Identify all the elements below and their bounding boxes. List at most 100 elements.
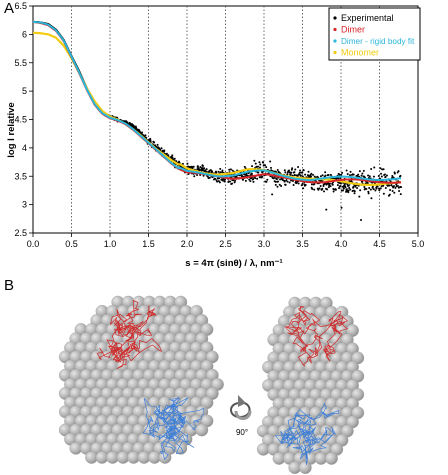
experimental-point	[278, 183, 281, 186]
experimental-point	[359, 189, 362, 192]
experimental-point	[382, 168, 385, 171]
experimental-point	[347, 191, 350, 194]
x-tick-label: 0.5	[65, 239, 78, 249]
experimental-point	[326, 188, 329, 191]
experimental-point	[363, 185, 366, 188]
experimental-point	[391, 175, 394, 178]
experimental-point	[339, 182, 342, 185]
experimental-point	[173, 157, 176, 160]
experimental-point	[141, 131, 144, 134]
experimental-point	[274, 183, 277, 186]
chain-a-trace	[96, 300, 162, 369]
experimental-point	[349, 170, 352, 173]
experimental-point	[370, 167, 373, 170]
side-view	[256, 296, 365, 474]
experimental-point	[219, 171, 222, 174]
experimental-point	[192, 165, 195, 168]
experimental-point	[311, 188, 314, 191]
experimental-point	[257, 165, 260, 168]
bead-sphere	[325, 452, 338, 465]
experimental-point	[327, 182, 330, 185]
experimental-point	[285, 179, 288, 182]
experimental-point	[297, 182, 300, 185]
x-tick-label: 3.5	[296, 239, 309, 249]
experimental-point	[372, 188, 375, 191]
experimental-point	[348, 186, 351, 189]
experimental-point	[348, 180, 351, 183]
experimental-point	[327, 186, 330, 189]
experimental-point	[165, 152, 168, 155]
experimental-point	[211, 170, 214, 173]
x-tick-label: 4.5	[373, 239, 386, 249]
experimental-point	[370, 197, 373, 200]
x-tick-label: 2.5	[219, 239, 232, 249]
experimental-point	[289, 173, 292, 176]
experimental-point	[264, 164, 267, 167]
experimental-point	[219, 167, 222, 170]
experimental-point	[265, 180, 268, 183]
experimental-point	[301, 175, 304, 178]
experimental-point	[272, 177, 275, 180]
experimental-point	[340, 206, 343, 209]
experimental-point	[347, 184, 350, 187]
experimental-point	[332, 190, 335, 193]
experimental-point	[313, 188, 316, 191]
experimental-point	[256, 177, 259, 180]
experimental-point	[279, 178, 282, 181]
experimental-point	[317, 188, 320, 191]
experimental-point	[310, 183, 313, 186]
experimental-point	[390, 184, 393, 187]
legend-entry: Dimer - rigid body fit	[341, 37, 415, 46]
experimental-point	[133, 125, 136, 128]
experimental-point	[385, 174, 388, 177]
experimental-point	[218, 181, 221, 184]
experimental-point	[201, 164, 204, 167]
experimental-point	[329, 185, 332, 188]
experimental-point	[345, 169, 348, 172]
experimental-point	[368, 187, 371, 190]
experimental-point	[153, 141, 156, 144]
experimental-point	[361, 172, 364, 175]
saxs-chart: 0.0 0.5 1.0 1.5 2.0 2.5 3.0 3.5 4.0 4.5 5.0 2.5 3 3.5…	[6, 1, 424, 269]
experimental-point	[252, 180, 255, 183]
experimental-point	[341, 189, 344, 192]
experimental-point	[327, 174, 330, 177]
experimental-point	[389, 188, 392, 191]
experimental-point	[283, 169, 286, 172]
experimental-point	[353, 190, 356, 193]
experimental-point	[288, 181, 291, 184]
experimental-point	[221, 169, 224, 172]
experimental-point	[384, 175, 387, 178]
experimental-point	[160, 147, 163, 150]
experimental-point	[301, 171, 304, 174]
experimental-point	[249, 180, 252, 183]
experimental-point	[337, 177, 340, 180]
experimental-point	[202, 174, 205, 177]
experimental-point	[359, 218, 362, 221]
experimental-point	[229, 180, 232, 183]
experimental-point	[393, 185, 396, 188]
experimental-point	[358, 170, 361, 173]
experimental-point	[360, 174, 363, 177]
experimental-point	[352, 185, 355, 188]
experimental-point	[391, 190, 394, 192]
experimental-point	[329, 173, 332, 176]
experimental-point	[280, 185, 283, 188]
experimental-point	[342, 187, 345, 190]
experimental-point	[254, 177, 257, 180]
experimental-point	[321, 187, 324, 190]
chain-b-side-trace	[275, 402, 340, 465]
experimental-point	[324, 174, 327, 177]
experimental-point	[206, 175, 209, 178]
y-tick-label: 3.5	[14, 171, 27, 181]
experimental-point	[379, 187, 382, 190]
y-tick-label: 2.5	[14, 228, 27, 238]
experimental-point	[388, 184, 391, 187]
experimental-point	[380, 175, 383, 178]
experimental-point	[214, 177, 217, 180]
experimental-point	[203, 167, 206, 170]
experimental-point	[376, 185, 379, 188]
experimental-point	[290, 171, 293, 174]
x-tick-label: 2.0	[181, 239, 194, 249]
experimental-point	[310, 172, 313, 175]
